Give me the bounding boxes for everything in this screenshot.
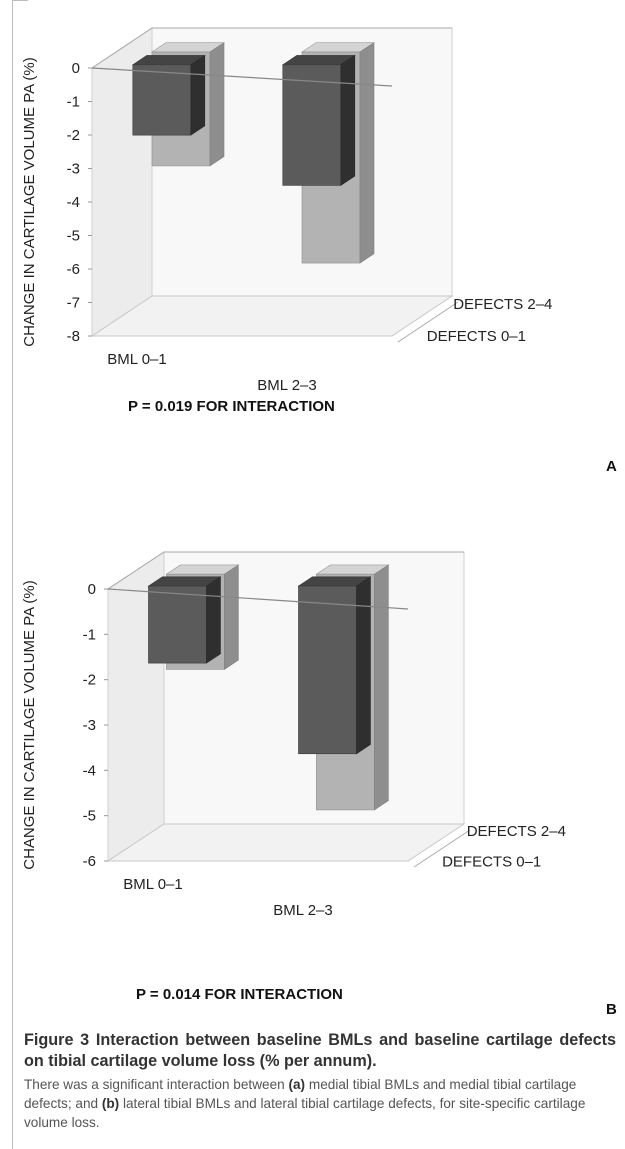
depth-axis-label: DEFECTS 2–4 (467, 823, 566, 840)
bar-side-0-0 (190, 54, 206, 136)
zero-plane-back (107, 551, 464, 590)
y-tick-label: -5 (67, 228, 80, 245)
y-tick-label: -8 (67, 328, 80, 345)
zero-plane-back (91, 27, 452, 69)
bar-side-0-0 (206, 576, 221, 664)
y-tick-label: -4 (67, 194, 80, 211)
interaction-note: P = 0.014 FOR INTERACTION (136, 986, 343, 1003)
y-tick-label: -7 (67, 295, 80, 312)
y-tick-label: -3 (67, 161, 80, 178)
caption-title: Figure 3 Interaction between baseline BM… (24, 1030, 616, 1072)
bar-side-0-1 (356, 576, 371, 755)
bar-side-0-1 (340, 54, 356, 186)
floor (106, 823, 466, 862)
y-tick-label: -2 (83, 672, 96, 689)
y-tick-label: -2 (67, 127, 80, 144)
bar-side-1-0 (209, 42, 225, 167)
category-label: BML 2–3 (273, 902, 332, 919)
zero-line (107, 588, 409, 610)
y-tick-label: -6 (67, 261, 80, 278)
y-axis-label: CHANGE IN CARTILAGE VOLUME PA (%) (21, 57, 38, 347)
caption-title-text: Interaction between baseline BMLs and ba… (24, 1031, 617, 1070)
depth-axis-label: DEFECTS 2–4 (453, 296, 552, 313)
chart-panel-a: 0 -1 -2 -3 -4 -5 -6 -7 -8 CHANGE IN CARTILAGE VOL… (21, 27, 617, 475)
y-tick-label: -3 (83, 717, 96, 734)
y-tick-label: -1 (83, 626, 96, 643)
category-label: BML 0–1 (123, 876, 182, 893)
interaction-note: P = 0.019 FOR INTERACTION (128, 398, 335, 415)
caption-body-part-1: There was a significant interaction betw… (24, 1077, 289, 1092)
category-label: BML 2–3 (257, 377, 316, 394)
depth-axis-line (413, 829, 471, 868)
category-label: BML 0–1 (107, 351, 166, 368)
caption-body: There was a significant interaction betw… (24, 1075, 616, 1132)
figure-frame-line (12, 0, 13, 1149)
y-axis-label: CHANGE IN CARTILAGE VOLUME PA (%) (21, 580, 38, 870)
y-tick-label: -4 (83, 762, 96, 779)
bar-0-0 (148, 585, 207, 664)
depth-axis-line (397, 301, 459, 343)
bar-side-1-0 (224, 564, 239, 670)
y-tick-label: -6 (83, 853, 96, 870)
bar-side-1-1 (374, 564, 389, 811)
y-tick-label: -5 (83, 808, 96, 825)
caption-title-end: . (372, 1052, 377, 1070)
zero-line (91, 67, 393, 87)
caption-marker-b: (b) (101, 1096, 120, 1111)
caption-marker-a: (a) (288, 1077, 306, 1092)
y-tick-label: 0 (72, 60, 80, 77)
bar-side-1-1 (359, 42, 375, 264)
panel-label: A (606, 458, 617, 475)
depth-axis-label: DEFECTS 0–1 (427, 328, 526, 345)
panel-label: B (606, 1001, 617, 1018)
caption-body-part-2: medial tibial BMLs and medial tibial car… (24, 1077, 577, 1111)
depth-axis-label: DEFECTS 0–1 (442, 853, 541, 870)
y-tick-label: -1 (67, 94, 80, 111)
y-tick-label: 0 (88, 581, 96, 598)
floor (90, 295, 454, 337)
figure-frame-corner (12, 0, 28, 1)
figure-caption: Figure 3 Interaction between baseline BM… (24, 1030, 616, 1132)
caption-body-part-3: lateral tibial BMLs and lateral tibial c… (24, 1096, 586, 1130)
chart-panel-b: 0 -1 -2 -3 -4 -5 -6 CHANGE IN CARTILAGE VOLUME … (21, 551, 617, 1018)
caption-figure-label: Figure 3 (24, 1031, 90, 1049)
bar-0-0 (132, 64, 192, 136)
bar-0-1 (298, 585, 357, 755)
